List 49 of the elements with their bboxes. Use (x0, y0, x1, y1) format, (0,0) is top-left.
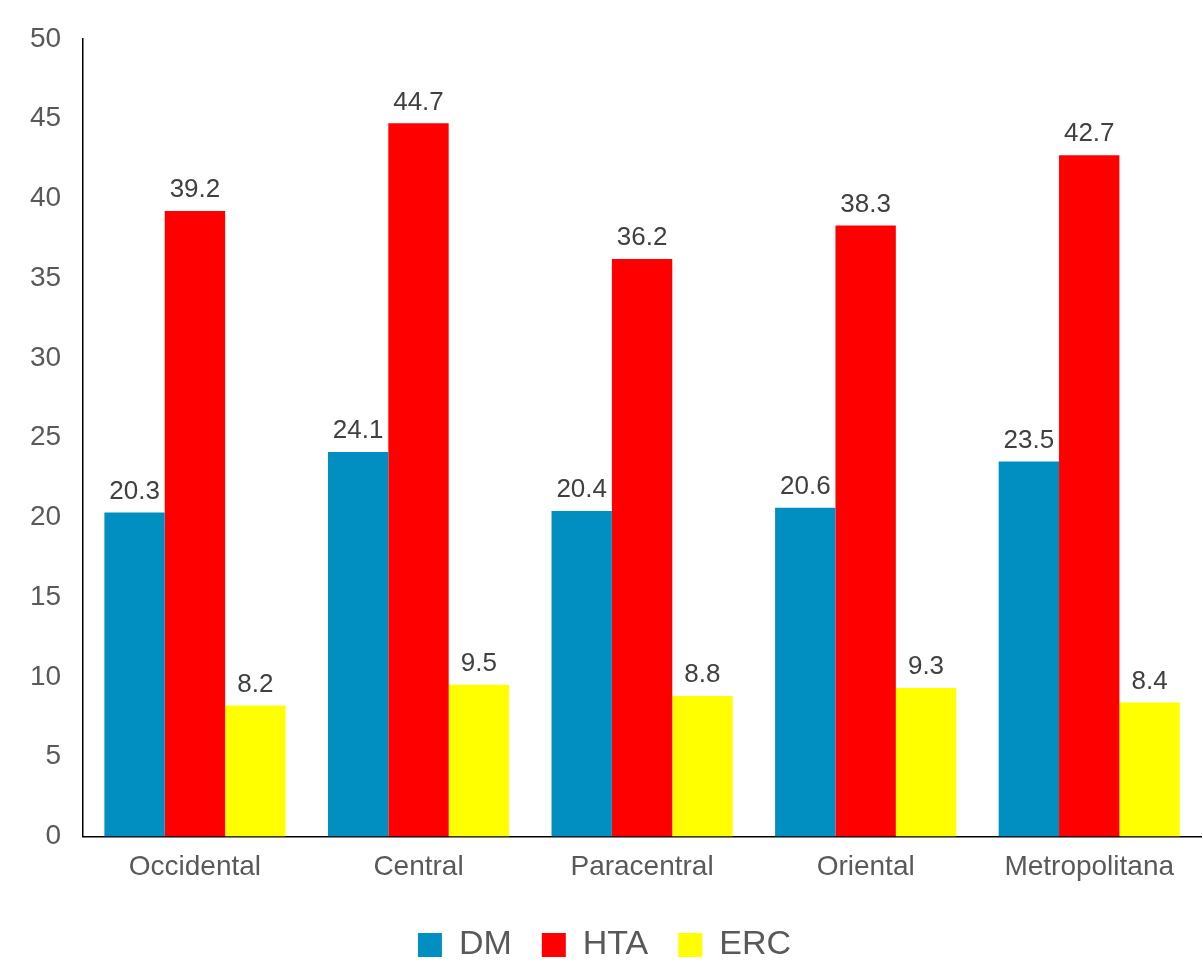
data-label: 9.5 (460, 647, 497, 678)
bar (388, 123, 449, 837)
x-tick-label: Central (373, 849, 464, 881)
y-tick-label: 15 (29, 579, 62, 611)
data-label: 38.3 (840, 187, 891, 218)
legend-label: DM (458, 923, 512, 962)
data-label: 24.1 (332, 414, 384, 445)
x-tick-label: Oriental (816, 849, 915, 881)
bar (164, 211, 226, 837)
y-tick-label: 10 (29, 659, 62, 691)
bar (225, 705, 286, 837)
bar (448, 684, 510, 837)
data-label: 8.8 (684, 658, 721, 689)
y-tick-label: 0 (45, 819, 62, 851)
legend-label: HTA (582, 923, 649, 962)
y-tick-label: 5 (45, 739, 62, 771)
bar (835, 225, 896, 837)
y-tick-label: 45 (29, 101, 62, 133)
x-tick-label: Paracentral (570, 849, 714, 881)
y-tick-label: 35 (29, 260, 62, 292)
data-label: 39.2 (169, 173, 221, 204)
bar (775, 507, 836, 837)
data-label: 8.2 (237, 667, 274, 698)
data-label: 8.4 (1131, 664, 1168, 695)
y-tick-label: 20 (29, 500, 62, 532)
bar (1119, 702, 1180, 837)
bar (895, 688, 957, 837)
bar (1059, 155, 1120, 837)
data-label: 9.3 (907, 650, 945, 681)
data-label: 42.7 (1063, 117, 1115, 148)
data-label: 44.7 (393, 85, 444, 116)
x-tick-label: Occidental (128, 849, 262, 881)
bar (672, 696, 733, 837)
bar (104, 512, 165, 837)
data-label: 36.2 (616, 221, 668, 252)
y-tick-label: 25 (29, 420, 62, 452)
bar (611, 258, 673, 837)
data-label: 20.4 (556, 473, 608, 504)
bar (998, 461, 1060, 837)
y-tick-label: 40 (29, 181, 62, 213)
data-label: 20.6 (779, 469, 831, 500)
data-label: 20.3 (109, 474, 160, 505)
x-tick-label: Metropolitana (1004, 849, 1175, 881)
y-tick-label: 30 (29, 340, 62, 372)
bar (551, 510, 612, 837)
y-tick-label: 50 (29, 21, 62, 53)
bar (327, 451, 389, 837)
legend-label: ERC (719, 923, 792, 962)
data-label: 23.5 (1003, 423, 1055, 454)
